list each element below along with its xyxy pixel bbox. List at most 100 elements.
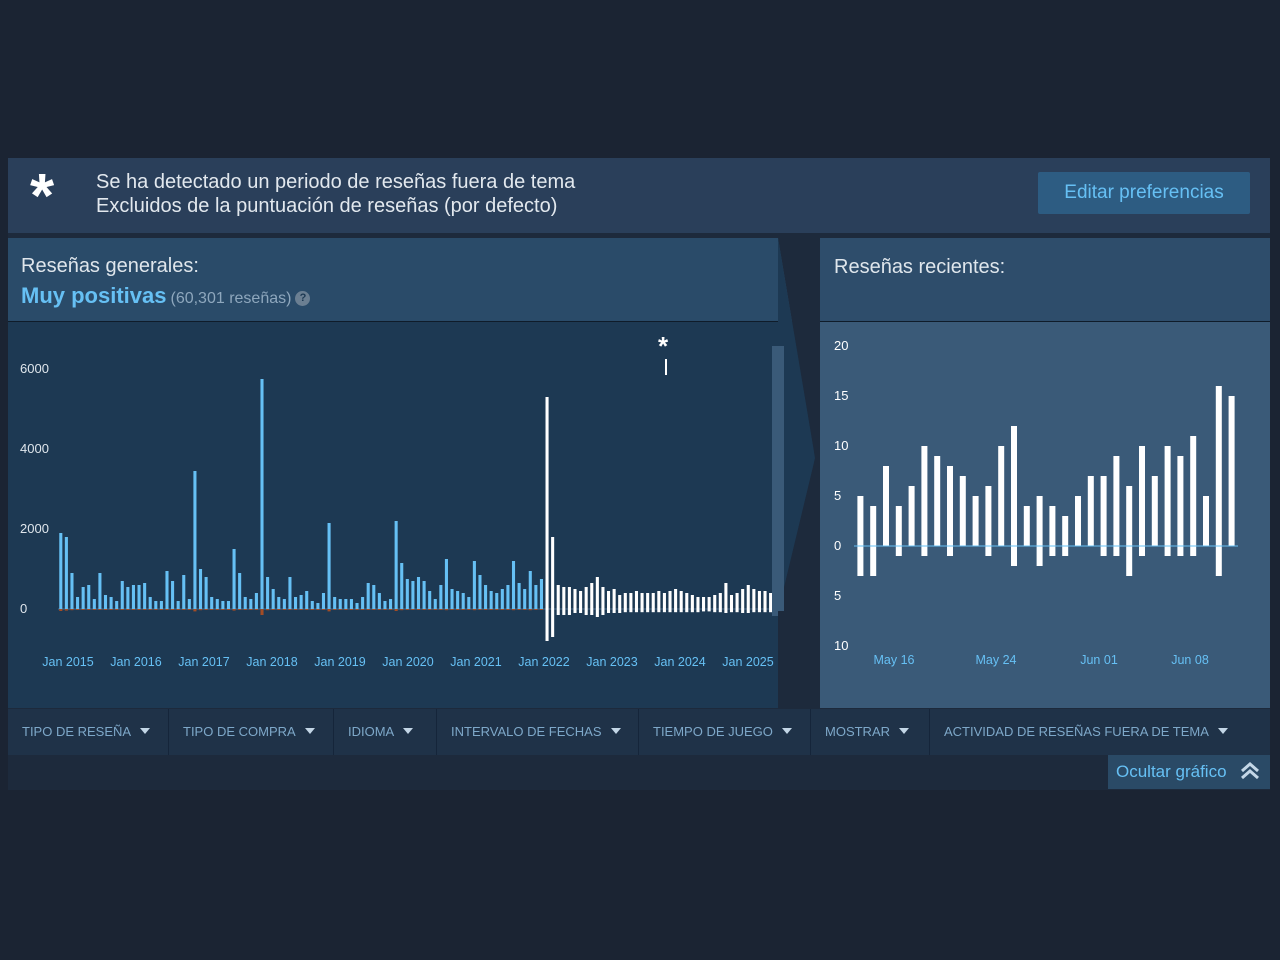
negative-bar — [288, 609, 292, 610]
negative-bar — [618, 609, 622, 613]
positive-bar — [361, 597, 365, 609]
y-tick-label: 10 — [834, 438, 848, 453]
positive-bar — [428, 591, 432, 609]
negative-bar — [1126, 546, 1133, 576]
filter-label: IDIOMA — [348, 724, 395, 739]
negative-bar — [394, 609, 398, 611]
negative-bar — [763, 609, 767, 613]
overall-reviews-chart[interactable]: 0 2000 4000 6000 * Jan 2015 Jan 2016 Jan 2017 Ja… — [8, 321, 814, 708]
negative-bar — [456, 609, 460, 610]
negative-bar — [657, 609, 661, 613]
positive-bar — [1126, 486, 1133, 546]
negative-bar — [428, 609, 432, 610]
filter-language[interactable]: IDIOMA — [334, 709, 437, 755]
positive-bar — [534, 585, 538, 609]
negative-bar — [757, 609, 761, 613]
negative-bar — [735, 609, 739, 613]
y-tick-label: 5 — [834, 588, 841, 603]
positive-bar — [154, 601, 158, 609]
negative-bar — [702, 609, 706, 612]
edit-preferences-button[interactable]: Editar preferencias — [1038, 172, 1250, 214]
negative-bar — [422, 609, 426, 610]
negative-bar — [1062, 546, 1069, 556]
negative-bar — [444, 609, 448, 611]
negative-bar — [294, 609, 298, 610]
positive-bar — [590, 583, 594, 609]
help-icon[interactable]: ? — [295, 291, 311, 306]
positive-bar — [416, 577, 421, 609]
positive-bar — [377, 593, 381, 609]
negative-bar — [416, 609, 421, 610]
negative-bar — [70, 609, 74, 611]
x-tick-label: Jan 2020 — [382, 655, 433, 669]
negative-bar — [489, 609, 493, 610]
positive-bar — [662, 593, 666, 609]
y-tick-label: 0 — [20, 601, 27, 616]
filter-label: INTERVALO DE FECHAS — [451, 724, 602, 739]
positive-bar — [1203, 496, 1209, 546]
positive-bar — [573, 589, 577, 609]
positive-bar — [221, 601, 225, 609]
negative-bar — [198, 609, 203, 611]
negative-bar — [98, 609, 102, 610]
negative-bar — [349, 609, 353, 610]
caret-down-icon — [1217, 728, 1228, 734]
overall-rating[interactable]: Muy positivas — [21, 283, 167, 308]
negative-bar — [450, 609, 454, 610]
recent-reviews-section: Reseñas recientes: 20 15 10 5 0 5 10 May 16 May … — [820, 238, 1270, 708]
positive-bar — [702, 597, 706, 609]
positive-bar — [539, 579, 543, 609]
positive-bar — [959, 476, 966, 546]
positive-bar — [103, 595, 108, 609]
negative-bar — [690, 609, 694, 613]
x-tick-label: Jan 2017 — [178, 655, 229, 669]
hide-graph-button[interactable]: Ocultar gráfico — [1108, 755, 1270, 789]
review-histogram-panel: * Se ha detectado un periodo de reseñas … — [8, 158, 1270, 790]
x-tick-label: Jun 08 — [1171, 653, 1209, 667]
filter-playtime[interactable]: TIEMPO DE JUEGO — [639, 709, 811, 755]
negative-bar — [87, 609, 91, 610]
positive-bar — [724, 583, 728, 609]
positive-bar — [517, 583, 521, 609]
filter-review-type[interactable]: TIPO DE RESEÑA — [8, 709, 169, 755]
negative-bar — [857, 546, 864, 576]
negative-bar — [623, 609, 627, 613]
recent-reviews-header: Reseñas recientes: — [820, 238, 1270, 322]
positive-bar — [226, 601, 231, 609]
negative-bar — [361, 609, 365, 610]
negative-bar — [76, 609, 80, 610]
positive-bar — [405, 579, 409, 609]
positive-bar — [579, 591, 583, 609]
recent-reviews-chart[interactable]: 20 15 10 5 0 5 10 May 16 May 24 Jun 01 Jun 08 — [820, 321, 1270, 708]
positive-bar — [165, 571, 169, 609]
negative-bar — [439, 609, 443, 610]
filter-offtopic-activity[interactable]: ACTIVIDAD DE RESEÑAS FUERA DE TEMA — [930, 709, 1230, 755]
negative-bar — [266, 609, 270, 611]
caret-down-icon — [610, 728, 621, 734]
positive-bar — [159, 601, 163, 609]
negative-bar — [282, 609, 286, 610]
positive-bar — [1215, 386, 1222, 546]
filter-purchase-type[interactable]: TIPO DE COMPRA — [169, 709, 334, 755]
positive-bar — [985, 486, 992, 546]
positive-bar — [629, 593, 633, 609]
positive-bar — [254, 593, 258, 609]
x-tick-label: Jan 2023 — [586, 655, 637, 669]
filter-date-range[interactable]: INTERVALO DE FECHAS — [437, 709, 639, 755]
positive-bar — [439, 585, 443, 609]
negative-bar — [115, 609, 119, 610]
range-handle — [772, 346, 778, 616]
positive-bar — [59, 533, 63, 609]
positive-bar — [131, 585, 135, 609]
negative-bar — [651, 609, 655, 613]
filter-label: MOSTRAR — [825, 724, 890, 739]
y-tick-label: 5 — [834, 488, 841, 503]
caret-down-icon — [899, 728, 909, 734]
negative-bar — [327, 609, 331, 612]
filter-display[interactable]: MOSTRAR — [811, 709, 930, 755]
positive-bar — [623, 593, 627, 609]
negative-bar — [629, 609, 633, 613]
positive-bar — [193, 471, 197, 609]
negative-bar — [310, 609, 314, 610]
negative-bar — [921, 546, 928, 556]
